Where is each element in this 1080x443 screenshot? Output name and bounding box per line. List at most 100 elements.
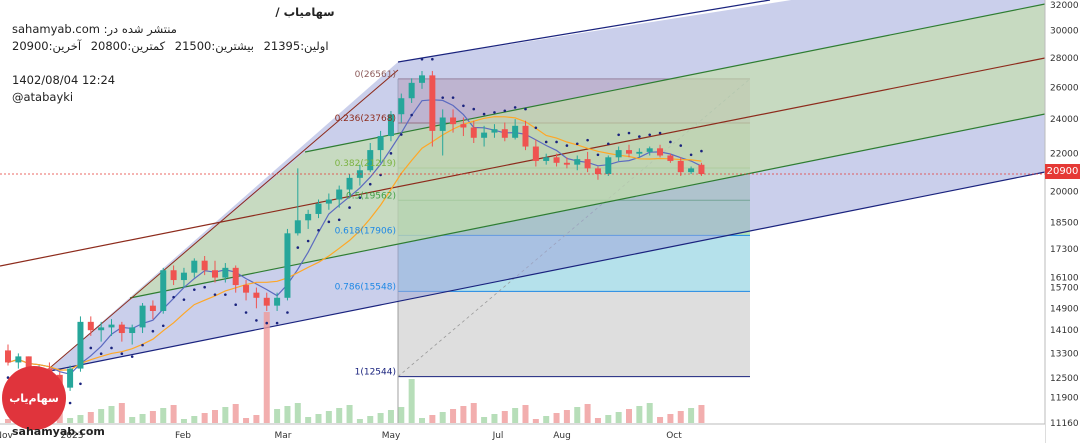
candle-body (450, 117, 457, 125)
sar-dot (575, 142, 579, 146)
sar-dot (617, 133, 620, 137)
candle-body (356, 170, 363, 178)
volume-bar (408, 379, 415, 423)
sar-dot (213, 293, 217, 296)
sar-dot (337, 218, 341, 222)
candle-body (387, 114, 394, 137)
sar-dot (596, 153, 600, 157)
sahamyab-logo: سهام‌یاب (2, 366, 66, 430)
sar-dot (172, 295, 175, 299)
candle-body (336, 189, 343, 200)
sar-dot (141, 343, 144, 347)
time-tick-label: Feb (175, 431, 191, 441)
volume-bar (263, 312, 270, 423)
volume-bar (657, 417, 664, 423)
candle-body (646, 148, 653, 152)
candle-body (222, 267, 229, 278)
sar-dot (368, 182, 372, 186)
sar-dot (110, 346, 113, 350)
candle-body (274, 297, 281, 306)
candle-body (149, 305, 156, 311)
sar-dot (161, 324, 165, 328)
sar-dot (234, 303, 237, 307)
candle-body (667, 155, 674, 161)
candle-body (108, 324, 115, 328)
price-tick-label: 28000 (1050, 54, 1079, 64)
sar-dot (658, 131, 662, 135)
volume-bar (5, 419, 11, 423)
stat-low: کمترین:20800 (90, 39, 166, 53)
sar-dot (244, 311, 248, 314)
sar-dot (99, 352, 103, 356)
sar-dot (182, 298, 186, 301)
candle-body (605, 157, 612, 175)
ma-slow-line (7, 116, 702, 371)
sar-dot (348, 206, 351, 209)
sar-dot (306, 239, 310, 243)
candle-body (677, 160, 684, 173)
price-tick-label: 26000 (1050, 83, 1079, 93)
candle-body (87, 321, 94, 331)
volume-bar (274, 409, 281, 423)
candle-body (170, 270, 177, 281)
stat-first: اولین:21395 (263, 39, 329, 53)
candle-body (284, 233, 291, 298)
volume-bar (222, 407, 229, 423)
volume-bar (232, 404, 239, 423)
candle-body (315, 203, 322, 214)
volume-bar (170, 405, 177, 423)
time-tick-label: Jul (492, 431, 504, 441)
sar-dot (410, 113, 413, 117)
candle-body (180, 272, 187, 281)
candle-body (408, 82, 415, 99)
candle-body (615, 150, 622, 158)
sar-dot (68, 401, 72, 405)
volume-bar (605, 415, 612, 423)
stat-high: بیشترین:21500 (174, 39, 254, 53)
fib-label: 0.382(21219) (335, 159, 396, 169)
sar-dot (700, 149, 703, 153)
sar-dot (358, 196, 362, 199)
candle-body (688, 168, 695, 173)
sar-dot (79, 382, 82, 386)
sar-dot (327, 220, 331, 224)
price-tick-label: 24000 (1050, 115, 1079, 125)
candle-body (429, 75, 436, 131)
sar-dot (482, 112, 486, 116)
candle-body (294, 220, 301, 234)
price-tick-label: 18500 (1050, 218, 1079, 228)
sar-dot (317, 228, 320, 232)
channel-inner-band (130, 4, 1045, 298)
time-tick-label: Oct (666, 431, 682, 441)
price-tick-label: 14100 (1050, 326, 1079, 336)
sar-dot (472, 107, 476, 111)
candle-body (698, 164, 705, 175)
volume-bar (636, 406, 643, 423)
candle-body (543, 157, 550, 161)
price-tick-label: 15700 (1050, 284, 1079, 294)
volume-bar (667, 414, 674, 423)
volume-bar (180, 419, 187, 423)
candle-body (325, 199, 332, 204)
channel-lower-line (44, 171, 1046, 373)
sar-dot (265, 321, 269, 325)
volume-bar (419, 418, 425, 423)
volume-bar (118, 403, 125, 423)
price-tick-label: 14900 (1050, 304, 1079, 314)
price-tick-label: 11160 (1050, 419, 1079, 429)
volume-bar (129, 417, 136, 423)
volume-bar (67, 418, 74, 423)
fibonacci-labels: 0(26561) 0.236(23768) 0.382(21219) 0.5(1956… (335, 70, 396, 378)
volume-bar (160, 408, 167, 423)
candle-body (129, 327, 136, 334)
volume-bar (615, 412, 622, 423)
volume-bar (98, 409, 105, 423)
candle-body (553, 157, 560, 163)
sar-dot (389, 152, 393, 155)
candle-body (439, 117, 446, 131)
price-tick-label: 11900 (1050, 394, 1079, 404)
volume-bar (87, 412, 94, 423)
candle-body (305, 213, 312, 221)
volume-bar (470, 403, 477, 423)
candle-body (118, 324, 125, 334)
